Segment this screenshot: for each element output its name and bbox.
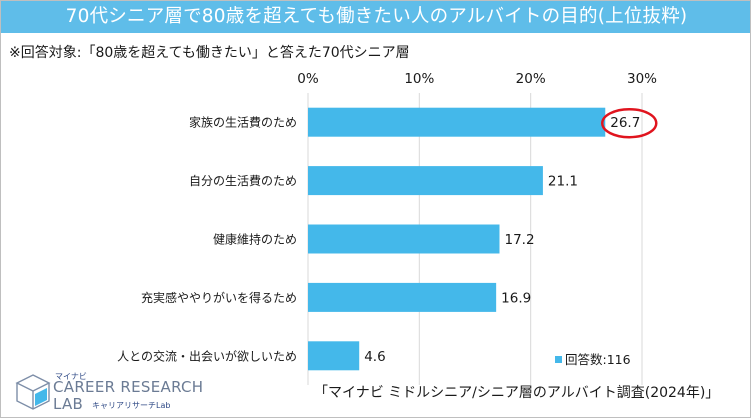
chart-title-banner: 70代シニア層で80歳を超えても働きたい人のアルバイトの目的(上位抜粋): [1, 1, 750, 33]
bar: [308, 341, 360, 371]
logo-line-1: CAREER RESEARCH: [53, 378, 204, 396]
cube-logo-icon: [15, 374, 51, 410]
data-label: 26.7: [610, 115, 640, 131]
x-tick-label: 0%: [297, 71, 319, 87]
chart-legend: 回答数:116: [555, 349, 631, 368]
x-tick-label: 10%: [404, 71, 434, 87]
data-label: 17.2: [504, 232, 534, 248]
chart-subtitle: ※回答対象:「80歳を超えても働きたい」と答えた70代シニア層: [9, 45, 410, 61]
category-label: 家族の生活費のため: [189, 115, 297, 130]
x-tick-label: 30%: [627, 71, 657, 87]
x-tick-label: 20%: [516, 71, 546, 87]
logo-line-2: LAB: [53, 395, 84, 413]
bar: [308, 166, 543, 196]
category-label: 自分の生活費のため: [189, 173, 297, 188]
data-label: 16.9: [501, 290, 531, 306]
category-label: 健康維持のため: [213, 232, 297, 247]
career-research-lab-logo: マイナビ CAREER RESEARCH LAB キャリアリサーチLab: [9, 371, 203, 415]
logo-brand-small: マイナビ: [55, 372, 87, 381]
logo-subtext: キャリアリサーチLab: [92, 401, 171, 410]
highlight-circle: [601, 107, 658, 139]
category-label: 人との交流・出会いが欲しいため: [117, 348, 297, 363]
legend-label: 回答数:116: [565, 352, 631, 367]
source-note: 「マイナビ ミドルシニア/シニア層のアルバイト調査(2024年)」: [314, 385, 720, 401]
category-label: 充実感ややりがいを得るため: [141, 290, 297, 305]
data-label: 4.6: [364, 349, 385, 365]
bar: [308, 224, 500, 254]
data-label: 21.1: [548, 174, 578, 190]
bar: [308, 107, 606, 137]
legend-swatch: [555, 356, 562, 363]
bar: [308, 282, 497, 312]
